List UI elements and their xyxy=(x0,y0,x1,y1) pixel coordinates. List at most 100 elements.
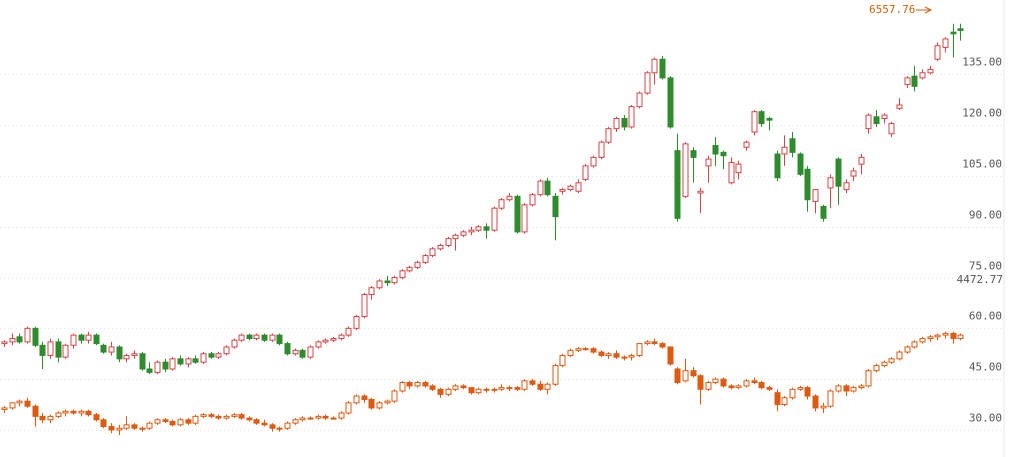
last-value-label: 4472.77 xyxy=(957,273,1003,286)
candle xyxy=(93,412,100,422)
candle-body xyxy=(1,341,8,345)
candle-body xyxy=(185,358,192,365)
candle xyxy=(697,374,704,405)
candle-body xyxy=(667,77,674,128)
candle xyxy=(781,135,788,166)
candle-body xyxy=(437,244,444,250)
candle xyxy=(942,331,949,339)
candle-body xyxy=(636,92,643,108)
candle xyxy=(735,384,742,390)
candle-body xyxy=(116,427,123,431)
candle xyxy=(414,380,421,388)
candle xyxy=(154,418,161,425)
candle xyxy=(728,157,735,185)
candle-body xyxy=(452,234,459,240)
candle xyxy=(559,187,566,195)
candle-body xyxy=(24,327,31,343)
candle xyxy=(368,397,375,410)
candle xyxy=(353,314,360,331)
candle xyxy=(911,66,918,92)
candle-body xyxy=(582,165,589,180)
candle-body xyxy=(789,388,796,399)
candle-body xyxy=(208,414,215,417)
candle xyxy=(39,412,46,424)
candle-body xyxy=(169,358,176,370)
candle-body xyxy=(651,58,658,74)
candle xyxy=(169,357,176,371)
candle xyxy=(192,355,199,364)
candle xyxy=(192,414,199,425)
candle xyxy=(781,396,788,407)
candle-body xyxy=(575,348,582,351)
candle-body xyxy=(55,412,62,417)
candle xyxy=(429,247,436,258)
candle xyxy=(253,418,260,425)
candle xyxy=(720,377,727,388)
candle-body xyxy=(529,194,536,206)
candle-body xyxy=(804,387,811,397)
candle xyxy=(697,187,704,214)
candle-body xyxy=(858,385,865,389)
candle xyxy=(116,345,123,363)
candle-body xyxy=(911,75,918,87)
candle xyxy=(575,346,582,353)
candle xyxy=(307,416,314,420)
peak-value-label: 6557.76 xyxy=(869,3,915,16)
candle-body xyxy=(200,414,207,417)
candle xyxy=(582,164,589,182)
candle-body xyxy=(276,334,283,345)
candle-body xyxy=(957,28,964,31)
candle-body xyxy=(911,341,918,348)
candle xyxy=(299,348,306,359)
candle-body xyxy=(39,344,46,356)
candle-body xyxy=(338,334,345,340)
candle xyxy=(376,401,383,410)
candle-body xyxy=(835,158,842,187)
candle-body xyxy=(865,114,872,130)
candle xyxy=(651,57,658,85)
candle-body xyxy=(85,410,92,416)
candle xyxy=(123,353,130,363)
candle xyxy=(950,331,957,344)
candle xyxy=(919,336,926,344)
candle-body xyxy=(498,387,505,390)
candle xyxy=(32,404,39,427)
candle xyxy=(70,409,77,415)
candle-body xyxy=(353,395,360,404)
candle-body xyxy=(735,163,742,174)
candle-body xyxy=(399,270,406,279)
candle-body xyxy=(559,189,566,192)
candle-body xyxy=(406,266,413,272)
candle xyxy=(200,352,207,364)
candle-body xyxy=(299,349,306,358)
candle-body xyxy=(529,380,536,385)
candle-body xyxy=(605,128,612,143)
candle-body xyxy=(590,156,597,167)
candle-body xyxy=(123,354,130,360)
candle xyxy=(422,380,429,388)
candle-body xyxy=(567,185,574,191)
candle xyxy=(498,198,505,210)
candle-body xyxy=(873,116,880,125)
candle xyxy=(1,340,8,347)
candle xyxy=(743,379,750,388)
candle xyxy=(674,367,681,385)
candle-body xyxy=(154,419,161,424)
candle-body xyxy=(628,106,635,128)
candle xyxy=(552,192,559,241)
candle-body xyxy=(559,354,566,367)
candle-body xyxy=(751,111,758,133)
candle-body xyxy=(70,334,77,346)
candle-body xyxy=(728,385,735,389)
candle xyxy=(253,333,260,341)
candle xyxy=(231,338,238,349)
candle xyxy=(858,154,865,175)
candle xyxy=(934,42,941,61)
candle xyxy=(139,426,146,432)
candle xyxy=(131,350,138,359)
candle-body xyxy=(269,424,276,429)
candle-body xyxy=(338,412,345,419)
candle xyxy=(284,421,291,430)
candle xyxy=(804,385,811,400)
